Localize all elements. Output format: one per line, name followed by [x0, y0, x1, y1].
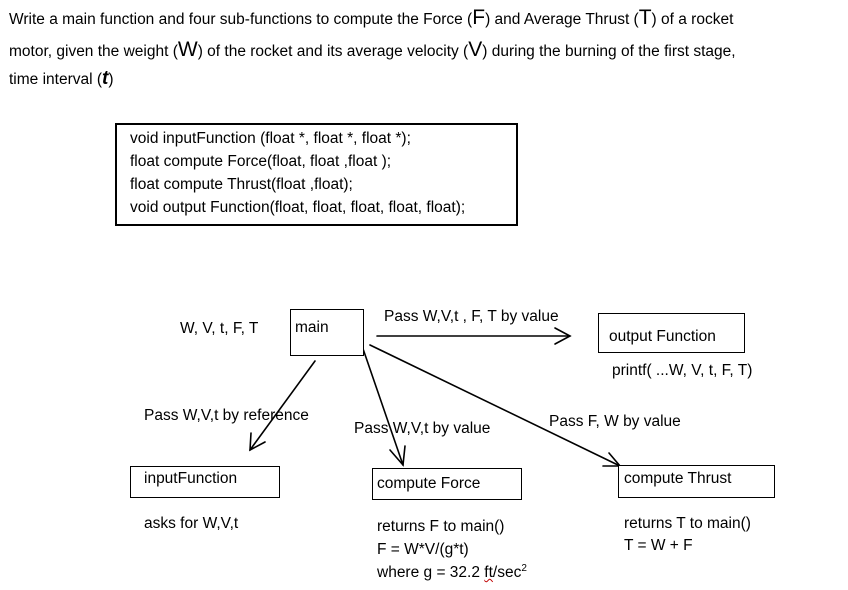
- arrow-main-to-thrust: [369, 344, 622, 467]
- compute-thrust-note-1: returns T to main(): [624, 515, 751, 532]
- prototype-input: void inputFunction (float *, float *, fl…: [130, 130, 411, 147]
- prototype-compute-thrust: float compute Thrust(float ,float);: [130, 176, 353, 193]
- spelling-underline: ft: [484, 564, 493, 582]
- arrow-main-to-input: [249, 360, 316, 452]
- var-t: t: [102, 68, 109, 89]
- var-T: T: [638, 6, 652, 29]
- var-V: V: [468, 38, 483, 61]
- edge-label-to-input: Pass W,V,t by reference: [144, 407, 309, 424]
- input-function-note: asks for W,V,t: [144, 515, 239, 532]
- intro-line-3: time interval (t): [9, 68, 114, 89]
- compute-force-box: compute Force: [372, 468, 522, 500]
- edge-label-to-output: Pass W,V,t , F, T by value: [384, 308, 559, 325]
- prototype-output: void output Function(float, float, float…: [130, 199, 466, 216]
- prototype-box: void inputFunction (float *, float *, fl…: [115, 123, 518, 226]
- edge-label-to-thrust: Pass F, W by value: [549, 413, 681, 430]
- compute-thrust-label: compute Thrust: [624, 470, 732, 487]
- arrow-main-to-output: [376, 327, 572, 345]
- input-function-box: inputFunction: [130, 466, 280, 498]
- output-function-box: output Function: [598, 313, 745, 353]
- compute-force-label: compute Force: [377, 475, 481, 492]
- main-box: main: [290, 309, 364, 356]
- main-vars: W, V, t, F, T: [180, 320, 259, 337]
- output-function-note: printf( ...W, V, t, F, T): [612, 362, 753, 379]
- arrow-main-to-force: [359, 339, 406, 467]
- input-function-label: inputFunction: [144, 470, 238, 487]
- main-label: main: [295, 319, 329, 336]
- compute-force-note-3: where g = 32.2 ft/sec2: [377, 563, 527, 582]
- prototype-compute-force: float compute Force(float, float ,float …: [130, 153, 392, 170]
- edge-label-to-force: Pass W,V,t by value: [354, 420, 491, 437]
- intro-line-1: Write a main function and four sub-funct…: [9, 6, 734, 29]
- compute-force-note-1: returns F to main(): [377, 518, 505, 535]
- var-F: F: [472, 6, 486, 29]
- output-function-label: output Function: [609, 328, 716, 345]
- compute-thrust-box: compute Thrust: [618, 465, 775, 498]
- intro-line-2: motor, given the weight (W) of the rocke…: [9, 38, 736, 61]
- compute-force-note-2: F = W*V/(g*t): [377, 541, 469, 558]
- compute-thrust-note-2: T = W + F: [624, 537, 693, 554]
- var-W: W: [177, 38, 198, 61]
